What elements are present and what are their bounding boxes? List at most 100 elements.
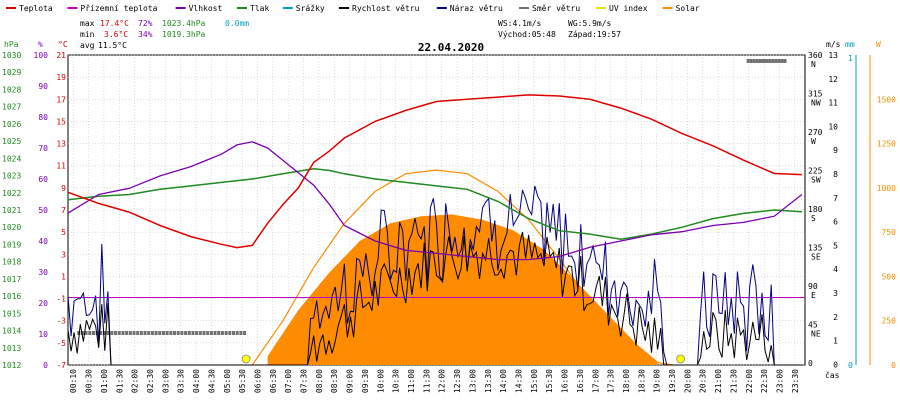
x-tick-label: 11:00 bbox=[407, 369, 416, 393]
x-tick-label: 19:30 bbox=[668, 369, 677, 393]
hpa-tick-label: 1017 bbox=[2, 275, 21, 284]
ms-tick-label: 2 bbox=[833, 313, 838, 322]
wind-dir-mark bbox=[158, 331, 162, 335]
temperature-line bbox=[67, 94, 802, 249]
wind-dir-mark bbox=[91, 331, 95, 335]
pct-tick-label: 20 bbox=[38, 299, 48, 308]
axes: 00:10 00:30 01:00 01:30 02:00 02:30 03:00 03:30… bbox=[2, 40, 896, 393]
hpa-tick-label: 1023 bbox=[2, 172, 21, 181]
wind-dir-mark bbox=[228, 331, 232, 335]
wind-dir-mark bbox=[103, 331, 107, 335]
pct-tick-label: 70 bbox=[38, 144, 48, 153]
solar-max-line bbox=[251, 169, 674, 366]
pct-tick-label: 30 bbox=[38, 268, 48, 277]
stat-min-press: 1019.3hPa bbox=[162, 30, 206, 39]
wind-dir-mark bbox=[762, 59, 766, 63]
x-tick-label: 06:30 bbox=[269, 369, 278, 393]
x-tick-label: 06:00 bbox=[253, 369, 262, 393]
temp-tick-label: 9 bbox=[61, 184, 66, 193]
dir-tick-label: 360 bbox=[808, 51, 823, 60]
humidity-line bbox=[67, 141, 803, 261]
temp-tick-label: 1 bbox=[61, 272, 66, 281]
pct-tick-label: 80 bbox=[38, 113, 48, 122]
x-tick-label: 04:00 bbox=[192, 369, 201, 393]
x-tick-label: 05:00 bbox=[223, 369, 232, 393]
hpa-tick-label: 1021 bbox=[2, 206, 21, 215]
hpa-tick-label: 1022 bbox=[2, 189, 21, 198]
legend-label-4: Srážky bbox=[296, 4, 325, 13]
stat-sunrise: Východ:05:48 bbox=[498, 30, 556, 39]
dir-tick-label: 90 bbox=[808, 282, 818, 291]
x-tick-label: 09:30 bbox=[361, 369, 370, 393]
temp-tick-label: 17 bbox=[56, 95, 66, 104]
wind-dir-mark bbox=[88, 331, 92, 335]
x-tick-label: 13:00 bbox=[468, 369, 477, 393]
temp-tick-label: 7 bbox=[61, 206, 66, 215]
dir-tick-compass: SE bbox=[811, 253, 821, 262]
sunrise-marker bbox=[241, 354, 251, 364]
stat-min-hum: 34% bbox=[138, 30, 153, 39]
hpa-tick-label: 1019 bbox=[2, 240, 21, 249]
wind-dir-mark bbox=[774, 59, 778, 63]
legend-label-5: Rychlost větru bbox=[352, 4, 420, 13]
x-axis-label: čas bbox=[825, 370, 840, 380]
solar-area bbox=[267, 214, 658, 365]
ms-tick-label: 6 bbox=[833, 218, 838, 227]
x-tick-label: 20:30 bbox=[699, 369, 708, 393]
ms-tick-label: 10 bbox=[828, 122, 838, 131]
wind-dir-mark bbox=[132, 331, 136, 335]
hpa-tick-label: 1025 bbox=[2, 137, 21, 146]
x-tick-label: 15:00 bbox=[530, 369, 539, 393]
wind-dir-mark bbox=[161, 331, 165, 335]
x-tick-label: 01:00 bbox=[100, 369, 109, 393]
temp-tick-label: -1 bbox=[56, 295, 66, 304]
w-tick-label: 250 bbox=[882, 317, 897, 326]
stat-max-temp: 17.4°C bbox=[100, 19, 129, 28]
ms-tick-label: 5 bbox=[833, 241, 838, 250]
hpa-tick-label: 1018 bbox=[2, 258, 21, 267]
legend-label-6: Náraz větru bbox=[450, 4, 503, 13]
pct-tick-label: 90 bbox=[38, 82, 48, 91]
ms-tick-label: 8 bbox=[833, 170, 838, 179]
hpa-tick-label: 1027 bbox=[2, 103, 21, 112]
legend-label-1: Přízemní teplota bbox=[80, 4, 157, 13]
hpa-tick-label: 1020 bbox=[2, 223, 21, 232]
wind-dir-mark bbox=[184, 331, 188, 335]
dir-tick-label: 315 bbox=[808, 90, 823, 99]
x-tick-label: 07:30 bbox=[300, 369, 309, 393]
hpa-tick-label: 1028 bbox=[2, 85, 21, 94]
w-tick-label: 500 bbox=[882, 272, 897, 281]
ms-tick-label: 0 bbox=[833, 360, 838, 369]
wind-dir-mark bbox=[224, 331, 228, 335]
wind-dir-mark bbox=[746, 59, 750, 63]
x-tick-label: 17:00 bbox=[591, 369, 600, 393]
wind-dir-mark bbox=[243, 331, 247, 335]
temp-tick-label: -3 bbox=[56, 317, 66, 326]
hpa-tick-label: 1014 bbox=[2, 327, 21, 336]
wind-dir-mark bbox=[213, 331, 217, 335]
wind-dir-mark bbox=[125, 331, 129, 335]
temp-tick-label: -5 bbox=[56, 339, 66, 348]
sunset-marker bbox=[676, 354, 686, 364]
legend-label-9: Solar bbox=[676, 4, 700, 13]
ms-axis-unit: m/s bbox=[826, 40, 841, 49]
x-tick-label: 15:30 bbox=[545, 369, 554, 393]
stat-wg: WG:5.9m/s bbox=[568, 19, 612, 28]
dir-tick-compass: W bbox=[811, 137, 816, 146]
ms-tick-label: 4 bbox=[833, 265, 838, 274]
hpa-tick-label: 1026 bbox=[2, 120, 21, 129]
wind-dir-mark bbox=[235, 331, 239, 335]
x-tick-label: 03:30 bbox=[177, 369, 186, 393]
x-tick-label: 10:00 bbox=[376, 369, 385, 393]
x-tick-label: 19:00 bbox=[653, 369, 662, 393]
x-tick-label: 08:00 bbox=[315, 369, 324, 393]
mm-axis-unit: mm bbox=[845, 40, 855, 49]
wind-dir-mark bbox=[128, 331, 132, 335]
x-tick-label: 22:00 bbox=[745, 369, 754, 393]
hpa-tick-label: 1013 bbox=[2, 344, 21, 353]
wind-dir-mark bbox=[191, 331, 195, 335]
hpa-tick-label: 1012 bbox=[2, 361, 21, 370]
dir-tick-label: 225 bbox=[808, 167, 823, 176]
wind-dir-mark bbox=[136, 331, 140, 335]
